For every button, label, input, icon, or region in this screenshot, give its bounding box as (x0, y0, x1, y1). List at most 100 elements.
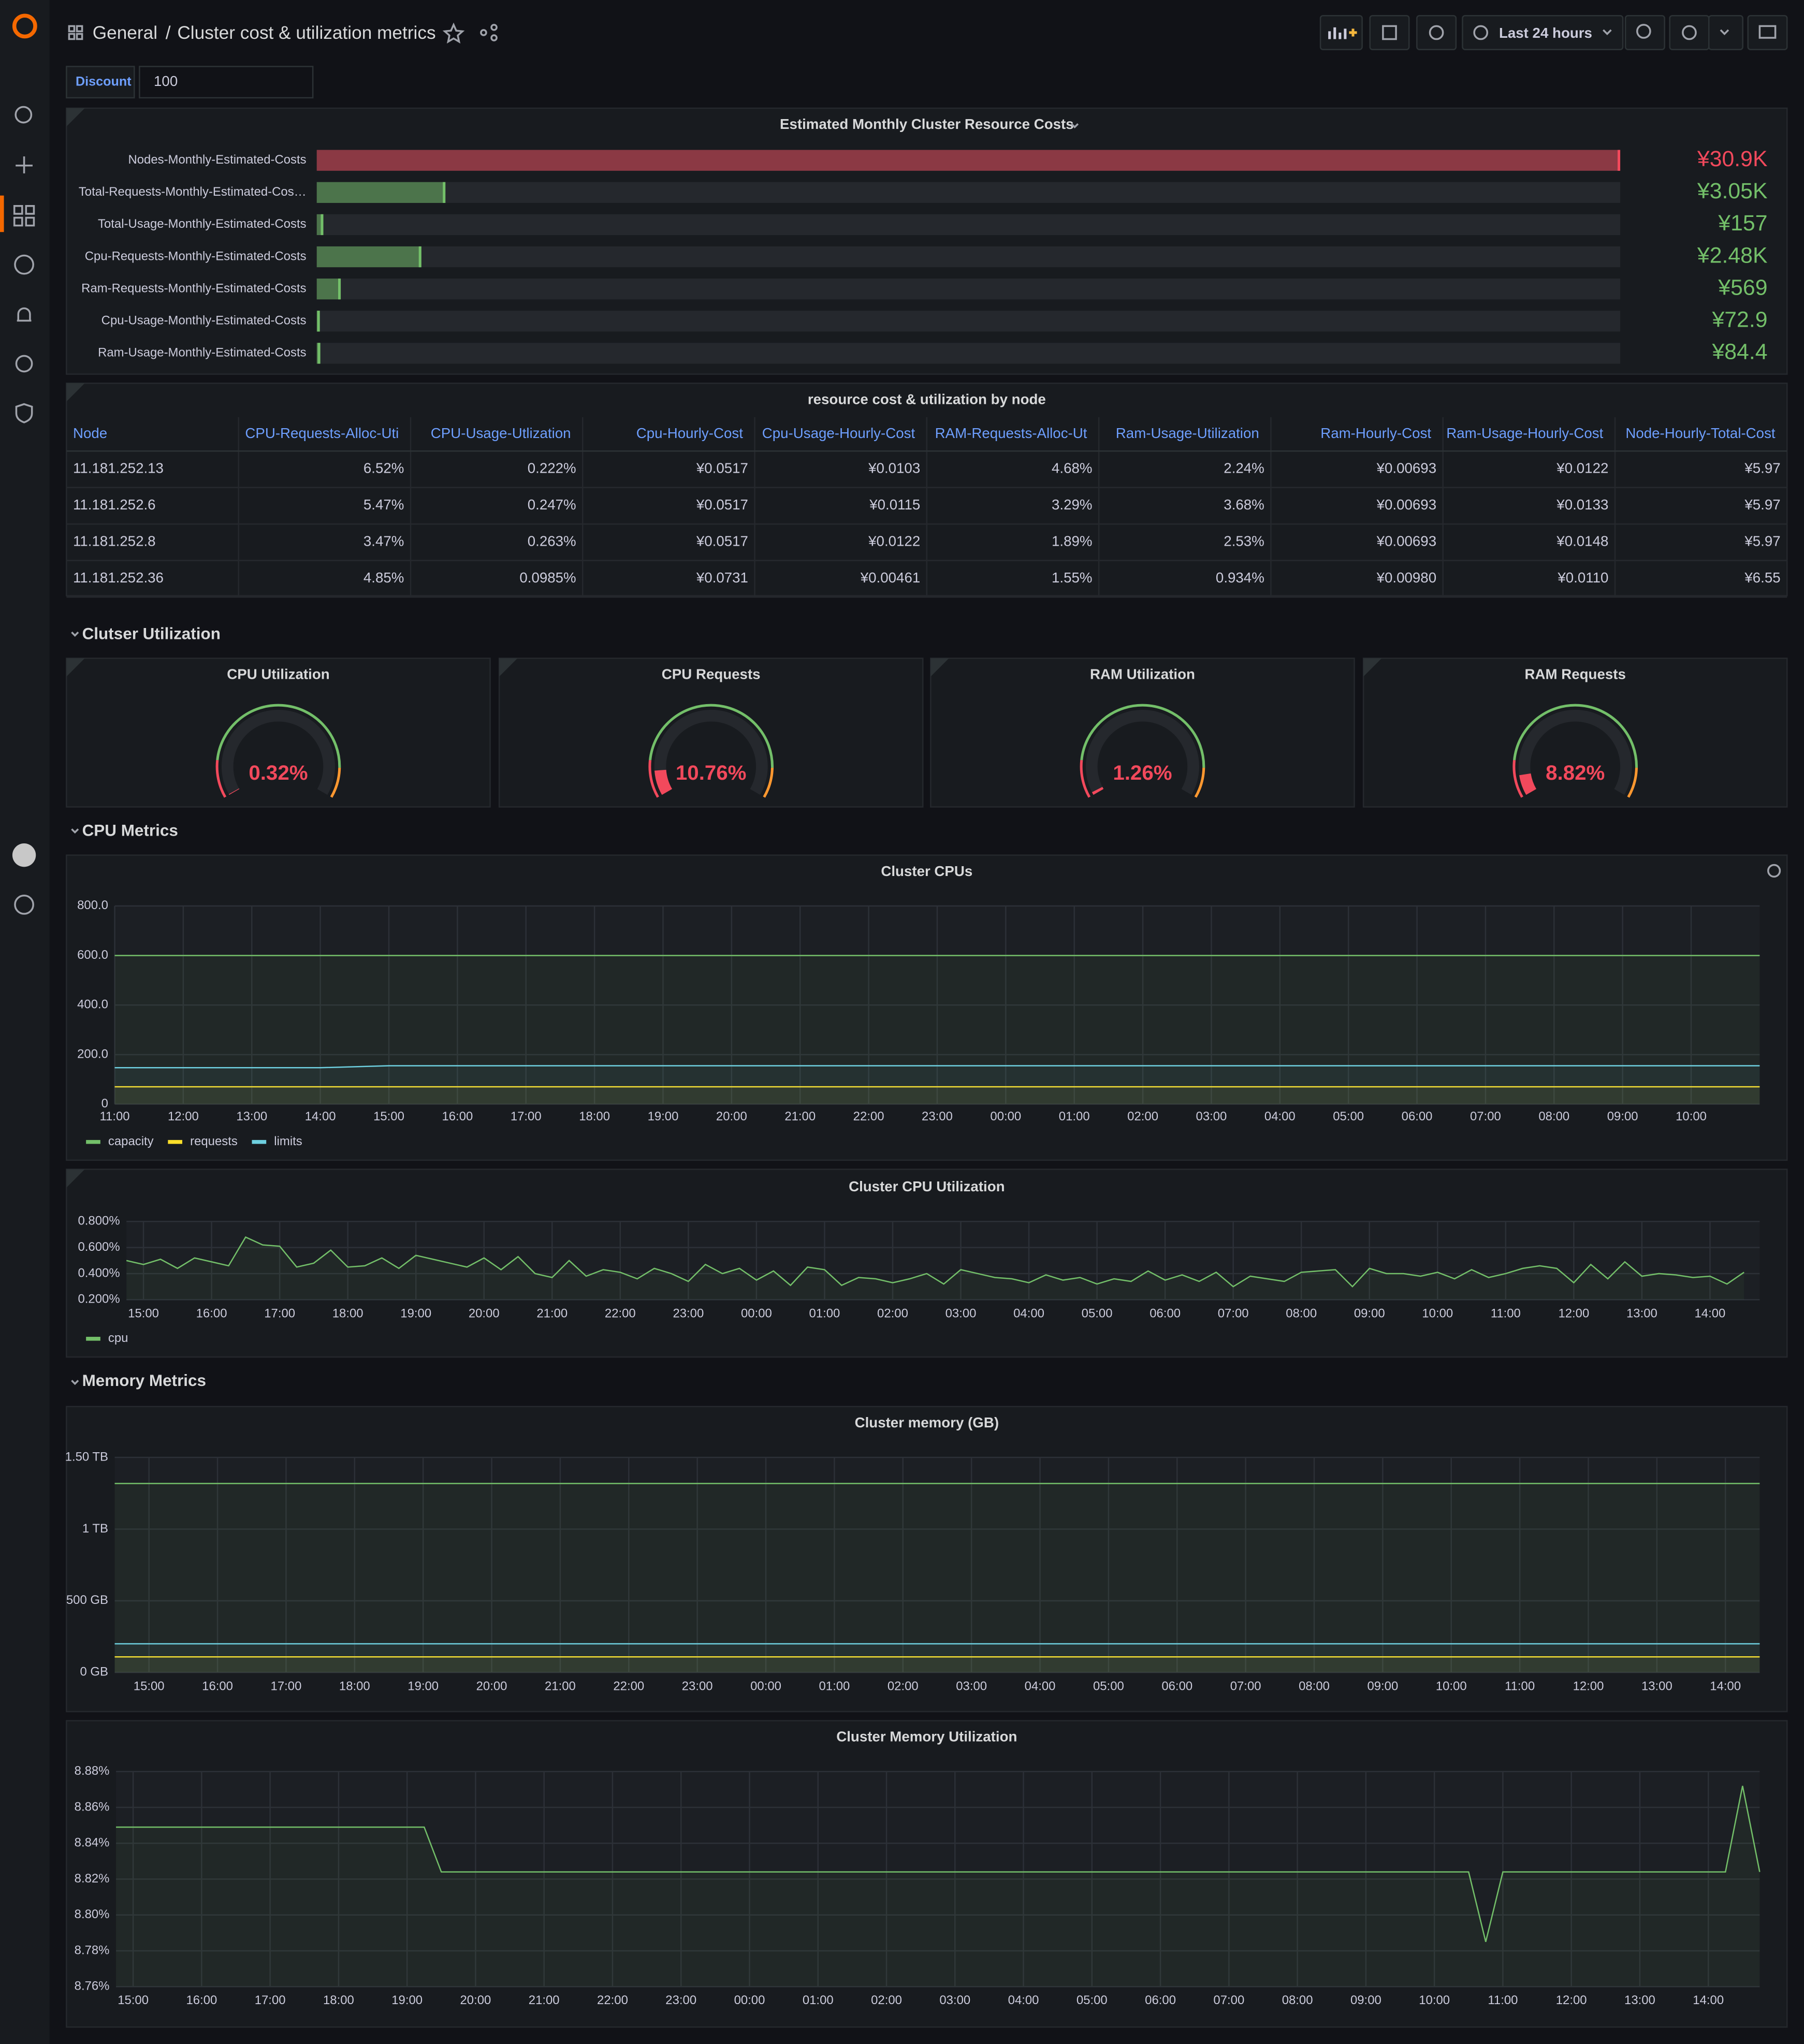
panel-title: Cluster Memory Utilization (836, 1729, 1017, 1745)
x-tick-label: 11:00 (1491, 1306, 1521, 1320)
x-tick-label: 00:00 (990, 1109, 1021, 1123)
bar-label: Cpu-Usage-Monthly-Estimated-Costs (101, 314, 307, 328)
x-tick-label: 12:00 (1573, 1679, 1604, 1693)
settings-button[interactable] (1416, 14, 1457, 50)
y-tick-label: 1.50 TB (65, 1450, 108, 1464)
gauge-track (1085, 709, 1199, 795)
settings-icon (1429, 25, 1444, 40)
star-icon[interactable] (442, 22, 465, 44)
section-title[interactable]: Clutser Utilization (82, 625, 221, 643)
section-title[interactable]: Memory Metrics (82, 1371, 206, 1390)
sidebar (0, 0, 50, 2044)
x-tick-label: 16:00 (186, 1993, 217, 2007)
x-tick-label: 21:00 (784, 1109, 816, 1123)
dashboard-title: Cluster cost & utilization metrics (177, 23, 435, 43)
bar-label: Nodes-Monthly-Estimated-Costs (128, 153, 307, 167)
gauge-label: 10.76% (676, 761, 747, 784)
x-tick-label: 09:00 (1354, 1306, 1385, 1320)
table-cell: 4.68% (1052, 460, 1093, 476)
y-tick-label: 8.82% (75, 1872, 110, 1886)
variable-value[interactable]: 100 (154, 73, 178, 89)
refresh-button[interactable] (1669, 14, 1710, 50)
table-cell: ¥5.97 (1744, 460, 1780, 476)
threshold-arc (215, 760, 227, 798)
save-button[interactable] (1369, 14, 1410, 50)
x-tick-label: 08:00 (1286, 1306, 1317, 1320)
x-tick-label: 02:00 (888, 1679, 919, 1693)
threshold-arc (216, 704, 341, 768)
time-picker[interactable] (1462, 14, 1624, 50)
bar-edge (1618, 150, 1621, 171)
alert-icon[interactable] (17, 307, 32, 322)
bar-track (316, 246, 1621, 268)
breadcrumb-folder[interactable]: General (93, 23, 157, 43)
avatar[interactable] (12, 843, 36, 867)
bar-label: Total-Requests-Monthly-Estimated-Cos… (79, 185, 307, 199)
x-tick-label: 17:00 (264, 1306, 295, 1320)
bar-label: Cpu-Requests-Monthly-Estimated-Costs (85, 249, 307, 263)
table-cell: 4.85% (363, 570, 404, 586)
variable-input[interactable] (139, 66, 314, 99)
share-icon[interactable] (490, 34, 498, 41)
y-tick-label: 8.88% (75, 1764, 110, 1778)
logo[interactable] (12, 13, 37, 39)
x-tick-label: 13:00 (236, 1109, 267, 1123)
table-cell: ¥0.0148 (1556, 533, 1608, 549)
panel-title: RAM Utilization (1090, 666, 1195, 682)
x-tick-label: 09:00 (1607, 1109, 1638, 1123)
bar-track (316, 214, 1621, 236)
section-chevron[interactable] (71, 631, 79, 1385)
share-icon[interactable] (480, 29, 487, 36)
dashboards-icon[interactable] (13, 205, 35, 227)
x-tick-label: 15:00 (134, 1679, 165, 1693)
x-tick-label: 07:00 (1218, 1306, 1249, 1320)
table-cell: 5.47% (363, 497, 404, 513)
y-tick-label: 0.800% (78, 1214, 120, 1228)
panel (66, 658, 491, 808)
config-icon[interactable] (15, 355, 33, 373)
x-tick-label: 23:00 (922, 1109, 953, 1123)
table-cell: 1.55% (1052, 570, 1093, 586)
threshold-arc (1194, 767, 1205, 798)
bar-label: Ram-Requests-Monthly-Estimated-Costs (81, 281, 306, 295)
table-cell: 3.47% (363, 533, 404, 549)
x-tick-label: 05:00 (1333, 1109, 1364, 1123)
x-tick-label: 08:00 (1538, 1109, 1569, 1123)
share-icon[interactable] (490, 24, 498, 31)
x-tick-label: 02:00 (871, 1993, 902, 2007)
x-tick-label: 19:00 (648, 1109, 679, 1123)
shield-icon[interactable] (15, 403, 33, 424)
x-tick-label: 04:00 (1025, 1679, 1056, 1693)
y-tick-label: 8.84% (75, 1836, 110, 1850)
x-tick-label: 07:00 (1230, 1679, 1261, 1693)
x-tick-label: 15:00 (373, 1109, 404, 1123)
table-cell: ¥0.0517 (696, 497, 748, 513)
table-cell: 3.68% (1224, 497, 1264, 513)
threshold-arc (1513, 704, 1638, 768)
section-title[interactable]: CPU Metrics (82, 822, 178, 840)
bar-value: ¥30.9K (1697, 147, 1768, 171)
table-header: RAM-Requests-Alloc-Ut (935, 425, 1087, 441)
y-tick-label: 600.0 (77, 948, 108, 962)
legend-swatch (86, 1337, 100, 1341)
bar (316, 150, 1621, 171)
kiosk-button[interactable] (1747, 14, 1788, 50)
gauge-label: 1.26% (1113, 761, 1172, 784)
x-tick-label: 04:00 (1013, 1306, 1044, 1320)
legend-label: requests (190, 1134, 238, 1148)
create-icon[interactable] (16, 156, 33, 173)
table-header: CPU-Usage-Utlization (431, 425, 571, 441)
x-tick-label: 13:00 (1624, 1993, 1655, 2007)
x-tick-label: 18:00 (332, 1306, 363, 1320)
help-icon[interactable] (14, 895, 34, 915)
legend-label: cpu (108, 1331, 128, 1345)
search-icon[interactable] (14, 106, 33, 124)
table-cell: 3.29% (1052, 497, 1093, 513)
x-tick-label: 15:00 (128, 1306, 159, 1320)
x-tick-label: 19:00 (408, 1679, 439, 1693)
explore-icon[interactable] (14, 254, 34, 275)
zoom-out-button[interactable] (1624, 14, 1665, 50)
x-tick-label: 07:00 (1470, 1109, 1501, 1123)
x-tick-label: 22:00 (853, 1109, 884, 1123)
